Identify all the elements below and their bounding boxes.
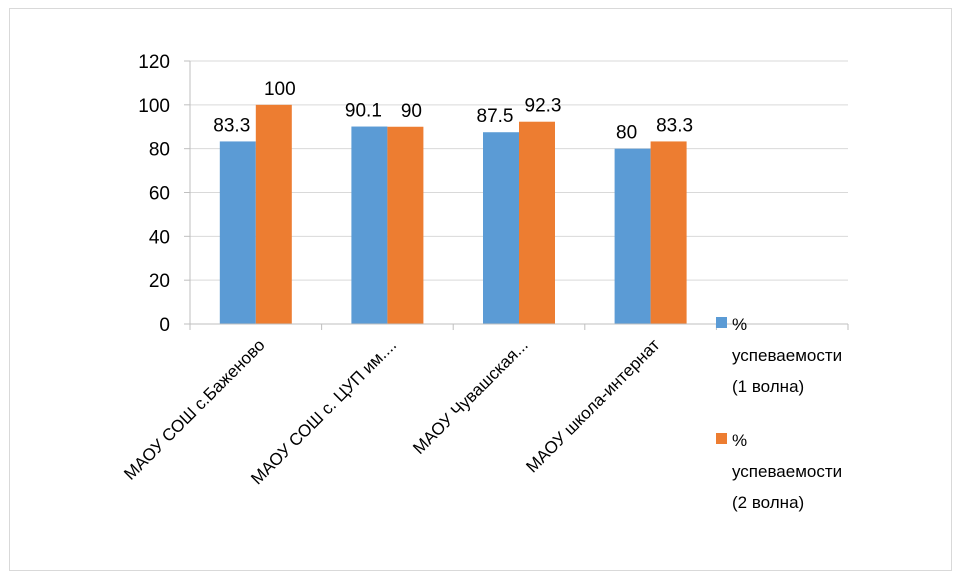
- category-label-3: МАОУ Чувашская...: [409, 335, 532, 458]
- category-label-2: МАОУ СОШ с. ЦУП им....: [247, 335, 400, 488]
- data-label-series2-1: 100: [264, 79, 296, 100]
- bar-series2-3: [519, 121, 555, 324]
- data-label-series1-2: 90.1: [345, 101, 382, 122]
- bars: [219, 104, 687, 325]
- data-label-series2-2: 90: [401, 101, 422, 122]
- legend-label-2: успеваемости: [732, 462, 842, 481]
- data-label-series1-3: 87.5: [477, 106, 514, 127]
- gridlines: [190, 60, 848, 281]
- legend-swatch-2: [716, 433, 727, 444]
- y-tick-label: 80: [149, 140, 170, 161]
- data-label-series1-4: 80: [616, 123, 637, 144]
- data-label-series2-4: 83.3: [656, 115, 693, 136]
- y-tick-label: 60: [149, 184, 170, 205]
- y-tick-label: 100: [138, 96, 170, 117]
- legend-label-1: (1 волна): [732, 377, 804, 396]
- bar-series2-2: [387, 126, 424, 324]
- y-tick-label: 40: [149, 227, 170, 248]
- bar-series2-1: [255, 104, 292, 324]
- y-tick-label: 20: [149, 271, 170, 292]
- legend-label-2: (2 волна): [732, 493, 804, 512]
- legend-label-1: успеваемости: [732, 346, 842, 365]
- category-label-1: МАОУ СОШ с.Баженово: [120, 335, 268, 483]
- y-tick-labels: 0 20 40 60 80 100 120: [138, 52, 170, 336]
- data-label-series2-3: 92.3: [525, 96, 562, 117]
- chart-frame: [9, 8, 952, 571]
- axes: [184, 60, 849, 330]
- category-label-4: МАОУ школа-интернат: [522, 335, 663, 476]
- legend: % успеваемости (1 волна)% успеваемости (2 во…: [716, 315, 842, 512]
- bar-series1-4: [614, 148, 651, 324]
- legend-label-2: %: [732, 431, 747, 450]
- legend-label-1: %: [732, 315, 747, 334]
- bar-series1-3: [483, 132, 519, 324]
- data-label-series1-1: 83.3: [213, 115, 250, 136]
- bar-series2-4: [650, 141, 687, 324]
- y-tick-label: 0: [159, 315, 170, 336]
- bar-series1-2: [351, 126, 388, 325]
- bar-series1-1: [219, 141, 256, 324]
- legend-swatch-1: [716, 317, 727, 328]
- y-tick-label: 120: [138, 52, 170, 73]
- data-labels: 83.3 100 90.1 90 87.5 92.3 80 83.3: [213, 79, 693, 144]
